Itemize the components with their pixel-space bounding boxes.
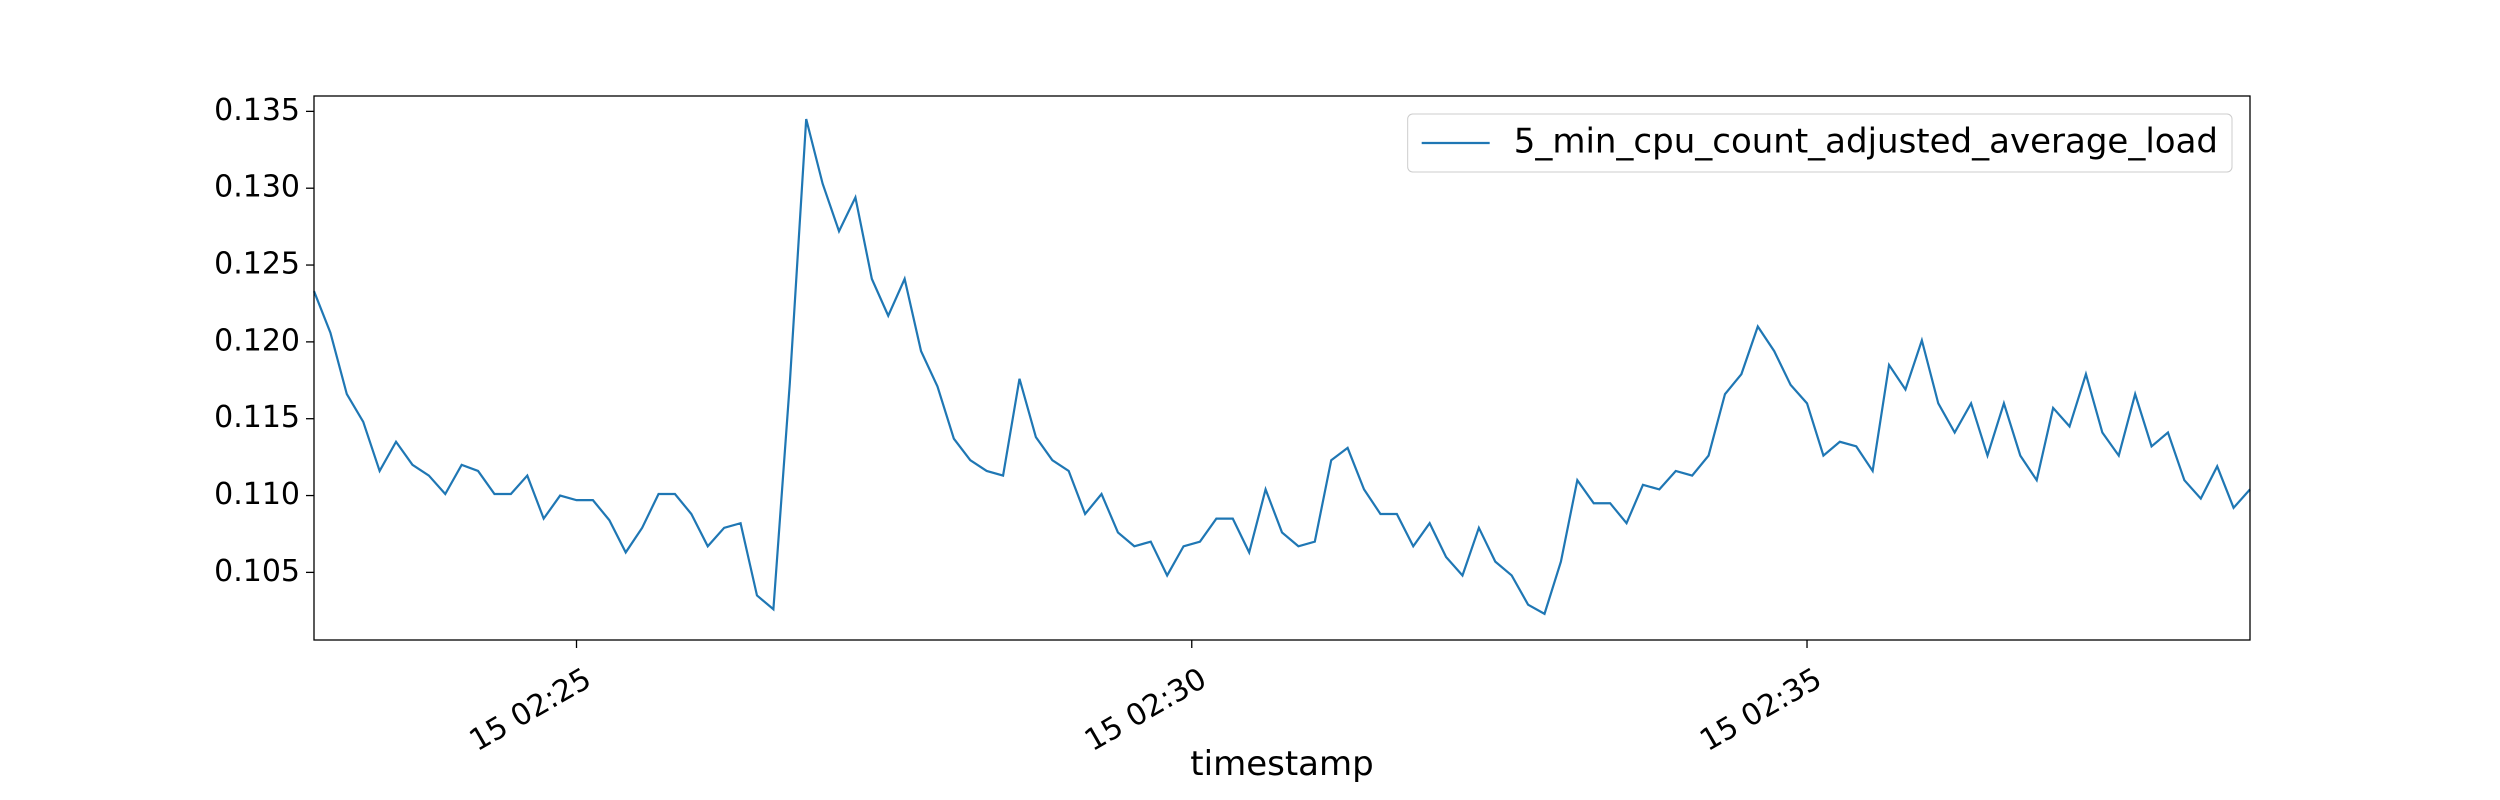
y-tick-label: 0.115 <box>214 400 300 435</box>
legend-label: 5_min_cpu_count_adjusted_average_load <box>1514 122 2218 162</box>
y-tick-label: 0.130 <box>214 170 300 205</box>
y-tick-label: 0.135 <box>214 93 300 128</box>
y-tick-label: 0.110 <box>214 477 300 512</box>
plot-frame <box>313 95 2251 641</box>
legend-box <box>1407 113 2233 173</box>
y-tick-label: 0.105 <box>214 554 300 589</box>
legend: 5_min_cpu_count_adjusted_average_load <box>1407 113 2233 173</box>
y-tick-label: 0.125 <box>214 247 300 282</box>
x-axis-label: timestamp <box>1190 744 1373 784</box>
x-tick-label: 15 02:25 <box>464 661 598 758</box>
y-tick-label: 0.120 <box>214 323 300 358</box>
x-tick-label: 15 02:35 <box>1694 661 1828 758</box>
line <box>312 118 2251 616</box>
